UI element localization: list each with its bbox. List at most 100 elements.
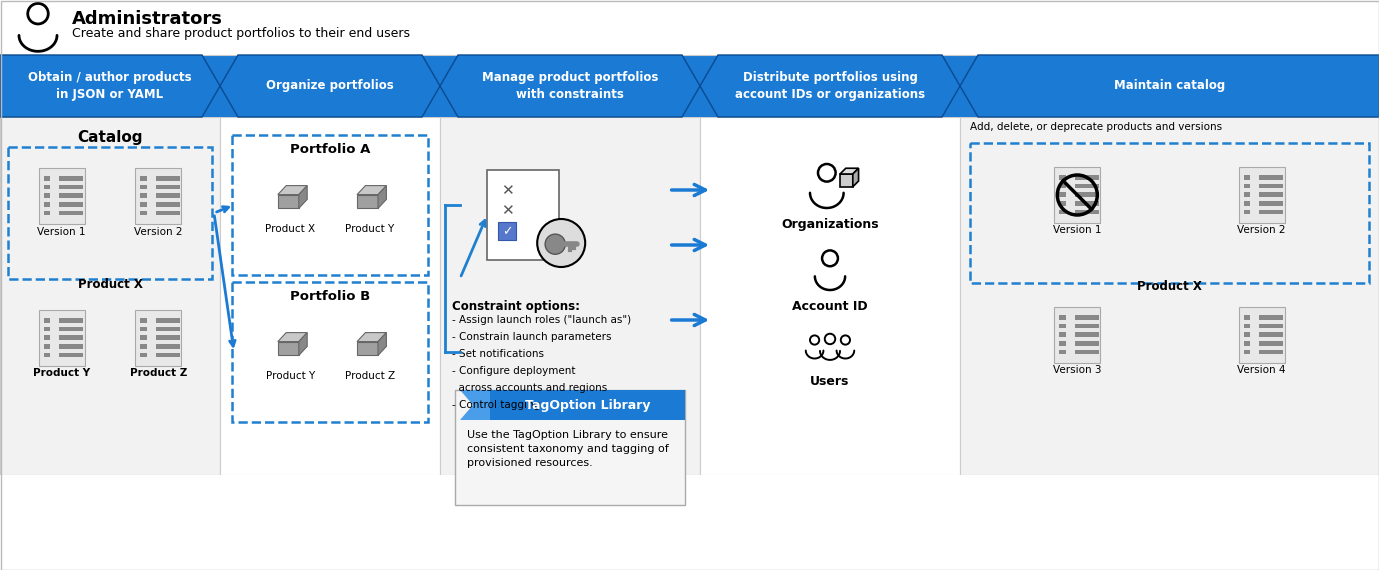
Bar — [232, 282, 427, 422]
Text: across accounts and regions: across accounts and regions — [452, 383, 607, 393]
Bar — [490, 390, 685, 420]
Bar — [960, 117, 1379, 475]
Bar — [156, 211, 179, 215]
Text: Product Z: Product Z — [345, 371, 394, 381]
Bar — [141, 185, 146, 189]
Bar — [44, 318, 50, 323]
Bar — [1074, 324, 1099, 328]
Text: Use the TagOption Library to ensure
consistent taxonomy and tagging of
provision: Use the TagOption Library to ensure cons… — [467, 430, 669, 468]
Bar — [44, 336, 50, 340]
Bar — [59, 318, 83, 323]
Polygon shape — [440, 55, 701, 117]
Bar — [1259, 341, 1282, 345]
Bar — [0, 55, 1379, 117]
Bar — [487, 170, 560, 260]
FancyArrowPatch shape — [672, 185, 705, 196]
FancyArrowPatch shape — [672, 239, 705, 251]
FancyBboxPatch shape — [1055, 307, 1100, 363]
Bar — [221, 117, 440, 475]
Polygon shape — [0, 55, 221, 117]
Bar — [1244, 184, 1251, 189]
Bar — [701, 117, 960, 475]
Bar — [156, 318, 179, 323]
Text: Product Y: Product Y — [345, 224, 394, 234]
Bar — [8, 147, 212, 279]
Bar — [1259, 201, 1282, 206]
Bar — [44, 211, 50, 215]
Bar — [1259, 315, 1282, 320]
Text: Product X: Product X — [77, 278, 142, 291]
Bar — [141, 202, 146, 207]
Text: Organize portfolios: Organize portfolios — [266, 79, 394, 92]
Bar — [1074, 315, 1099, 320]
Text: ✓: ✓ — [502, 225, 513, 238]
Bar — [59, 353, 83, 357]
Bar — [1259, 324, 1282, 328]
Bar — [1059, 175, 1066, 180]
FancyBboxPatch shape — [135, 168, 182, 224]
Polygon shape — [277, 333, 308, 341]
Bar — [440, 117, 701, 475]
Text: - Set notifications: - Set notifications — [452, 349, 543, 359]
Polygon shape — [840, 168, 859, 174]
Text: Add, delete, or deprecate products and versions: Add, delete, or deprecate products and v… — [969, 122, 1222, 132]
Text: Version 2: Version 2 — [1237, 225, 1287, 235]
Polygon shape — [701, 55, 960, 117]
Text: Version 1: Version 1 — [37, 227, 85, 237]
Bar — [141, 327, 146, 332]
Bar — [156, 193, 179, 198]
Bar — [59, 336, 83, 340]
Bar — [1259, 184, 1282, 189]
Bar — [232, 135, 427, 275]
Bar — [1074, 193, 1099, 197]
Bar — [59, 344, 83, 349]
Text: Distribute portfolios using
account IDs or organizations: Distribute portfolios using account IDs … — [735, 71, 925, 101]
Bar — [141, 336, 146, 340]
Bar — [141, 318, 146, 323]
Bar — [1244, 175, 1251, 180]
Polygon shape — [299, 333, 308, 356]
Circle shape — [538, 219, 585, 267]
Bar — [1244, 201, 1251, 206]
Bar — [1074, 332, 1099, 337]
Bar — [1074, 341, 1099, 345]
Text: Constraint options:: Constraint options: — [452, 300, 581, 313]
Bar — [156, 344, 179, 349]
Polygon shape — [357, 194, 378, 209]
Bar — [0, 475, 1379, 570]
Bar — [44, 176, 50, 181]
Bar — [44, 193, 50, 198]
Polygon shape — [852, 168, 859, 187]
Text: - Assign launch roles ("launch as"): - Assign launch roles ("launch as") — [452, 315, 632, 325]
Polygon shape — [357, 186, 386, 194]
Polygon shape — [221, 55, 440, 117]
Text: Version 3: Version 3 — [1054, 365, 1102, 375]
Bar — [156, 327, 179, 332]
Bar — [59, 193, 83, 198]
Bar — [1059, 184, 1066, 189]
Bar — [0, 0, 1379, 55]
Polygon shape — [378, 186, 386, 209]
Bar — [1259, 175, 1282, 180]
Text: - Control tagging: - Control tagging — [452, 400, 541, 410]
Text: Maintain catalog: Maintain catalog — [1114, 79, 1225, 92]
Bar — [1259, 193, 1282, 197]
Text: Obtain / author products
in JSON or YAML: Obtain / author products in JSON or YAML — [28, 71, 192, 101]
Bar — [1059, 324, 1066, 328]
FancyBboxPatch shape — [39, 310, 84, 366]
Polygon shape — [960, 55, 1379, 117]
FancyBboxPatch shape — [135, 310, 182, 366]
Bar — [1059, 201, 1066, 206]
Bar — [1059, 350, 1066, 355]
Text: Users: Users — [811, 375, 849, 388]
Bar — [156, 202, 179, 207]
Bar — [44, 185, 50, 189]
Polygon shape — [357, 333, 386, 341]
Bar — [1059, 193, 1066, 197]
Bar — [1244, 350, 1251, 355]
Text: Product Y: Product Y — [33, 368, 90, 378]
Bar — [44, 344, 50, 349]
Bar — [156, 336, 179, 340]
Bar — [141, 176, 146, 181]
Bar — [0, 117, 221, 475]
